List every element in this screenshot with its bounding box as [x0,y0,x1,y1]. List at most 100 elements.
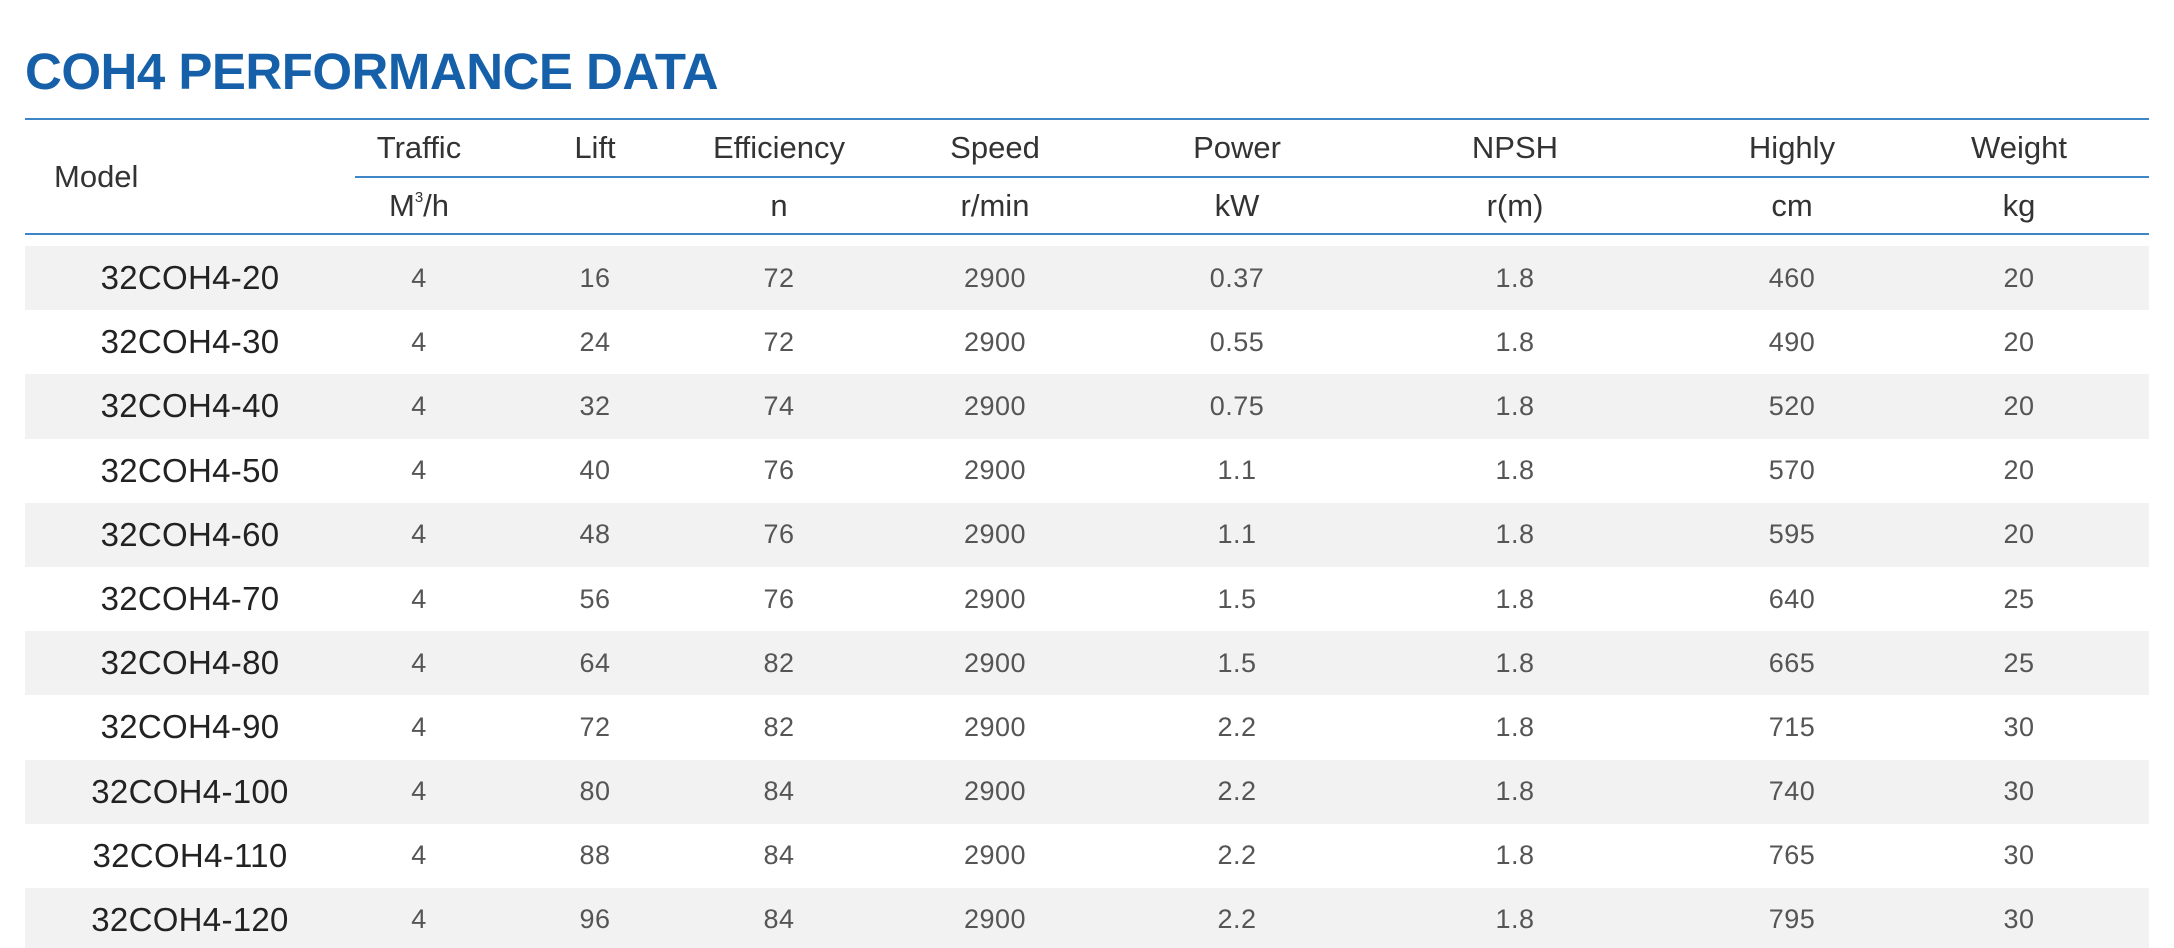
highly-cell: 490 [1695,310,1889,375]
header-power: Power [1139,118,1335,178]
table-row: 32COH4-70 4 56 76 2900 1.5 1.8 640 25 [25,566,2149,632]
table-row: 32COH4-100 4 80 84 2900 2.2 1.8 740 30 [25,759,2149,824]
efficiency-cell: 76 [707,566,851,632]
weight-cell: 20 [1889,246,2149,311]
traffic-cell: 4 [355,502,483,567]
speed-cell: 2900 [851,887,1139,948]
header-highly: Highly [1695,118,1889,178]
traffic-cell: 4 [355,374,483,439]
table-row: 32COH4-60 4 48 76 2900 1.1 1.8 595 20 [25,502,2149,567]
performance-table: Model Traffic Lift Efficiency Speed Powe… [25,118,2149,948]
unit-traffic-text: M3/h [388,187,450,223]
weight-cell: 20 [1889,310,2149,375]
table-header: Model Traffic Lift Efficiency Speed Powe… [25,118,2149,235]
model-cell: 32COH4-70 [25,566,355,632]
lift-cell: 88 [483,823,707,888]
weight-cell: 20 [1889,438,2149,503]
power-cell: 2.2 [1139,695,1335,760]
lift-cell: 48 [483,502,707,567]
weight-cell: 30 [1889,759,2149,824]
highly-cell: 795 [1695,887,1889,948]
unit-traffic: M3/h [355,177,483,235]
speed-cell: 2900 [851,566,1139,632]
traffic-cell: 4 [355,631,483,696]
table-row: 32COH4-90 4 72 82 2900 2.2 1.8 715 30 [25,695,2149,760]
weight-cell: 30 [1889,887,2149,948]
weight-cell: 20 [1889,502,2149,567]
npsh-cell: 1.8 [1335,374,1695,439]
npsh-cell: 1.8 [1335,887,1695,948]
power-cell: 1.1 [1139,438,1335,503]
traffic-cell: 4 [355,246,483,311]
header-weight: Weight [1889,118,2149,178]
model-cell: 32COH4-40 [25,374,355,439]
model-cell: 32COH4-30 [25,310,355,375]
efficiency-cell: 72 [707,246,851,311]
table-row: 32COH4-30 4 24 72 2900 0.55 1.8 490 20 [25,310,2149,375]
unit-highly: cm [1695,177,1889,235]
performance-table-container: Model Traffic Lift Efficiency Speed Powe… [25,118,2149,948]
power-cell: 1.1 [1139,502,1335,567]
npsh-cell: 1.8 [1335,695,1695,760]
header-efficiency: Efficiency [707,118,851,178]
power-cell: 2.2 [1139,759,1335,824]
highly-cell: 740 [1695,759,1889,824]
traffic-cell: 4 [355,566,483,632]
table-row: 32COH4-40 4 32 74 2900 0.75 1.8 520 20 [25,374,2149,439]
efficiency-cell: 84 [707,887,851,948]
speed-cell: 2900 [851,631,1139,696]
traffic-cell: 4 [355,695,483,760]
speed-cell: 2900 [851,374,1139,439]
speed-cell: 2900 [851,438,1139,503]
lift-cell: 72 [483,695,707,760]
lift-cell: 16 [483,246,707,311]
model-cell: 32COH4-90 [25,695,355,760]
unit-weight: kg [1889,177,2149,235]
lift-cell: 24 [483,310,707,375]
table-row: 32COH4-110 4 88 84 2900 2.2 1.8 765 30 [25,823,2149,888]
efficiency-cell: 84 [707,759,851,824]
speed-cell: 2900 [851,310,1139,375]
header-npsh: NPSH [1335,118,1695,178]
lift-cell: 96 [483,887,707,948]
lift-cell: 32 [483,374,707,439]
table-row: 32COH4-20 4 16 72 2900 0.37 1.8 460 20 [25,246,2149,311]
unit-power: kW [1139,177,1335,235]
model-cell: 32COH4-100 [25,759,355,824]
model-cell: 32COH4-120 [25,887,355,948]
efficiency-cell: 72 [707,310,851,375]
power-cell: 2.2 [1139,823,1335,888]
header-model: Model [25,118,355,235]
traffic-cell: 4 [355,823,483,888]
power-cell: 0.75 [1139,374,1335,439]
unit-efficiency: n [707,177,851,235]
npsh-cell: 1.8 [1335,438,1695,503]
unit-superscript: 3 [414,188,424,206]
weight-cell: 30 [1889,823,2149,888]
table-body: 32COH4-20 4 16 72 2900 0.37 1.8 460 20 32COH4-30 4… [25,234,2149,948]
highly-cell: 640 [1695,566,1889,632]
npsh-cell: 1.8 [1335,246,1695,311]
weight-cell: 25 [1889,566,2149,632]
lift-cell: 80 [483,759,707,824]
header-traffic: Traffic [355,118,483,178]
highly-cell: 715 [1695,695,1889,760]
model-cell: 32COH4-20 [25,246,355,311]
highly-cell: 595 [1695,502,1889,567]
traffic-cell: 4 [355,438,483,503]
efficiency-cell: 84 [707,823,851,888]
traffic-cell: 4 [355,887,483,948]
highly-cell: 460 [1695,246,1889,311]
model-cell: 32COH4-60 [25,502,355,567]
traffic-cell: 4 [355,759,483,824]
speed-cell: 2900 [851,502,1139,567]
unit-speed: r/min [851,177,1139,235]
npsh-cell: 1.8 [1335,823,1695,888]
highly-cell: 520 [1695,374,1889,439]
efficiency-cell: 74 [707,374,851,439]
power-cell: 0.55 [1139,310,1335,375]
npsh-cell: 1.8 [1335,759,1695,824]
highly-cell: 665 [1695,631,1889,696]
model-cell: 32COH4-80 [25,631,355,696]
weight-cell: 30 [1889,695,2149,760]
